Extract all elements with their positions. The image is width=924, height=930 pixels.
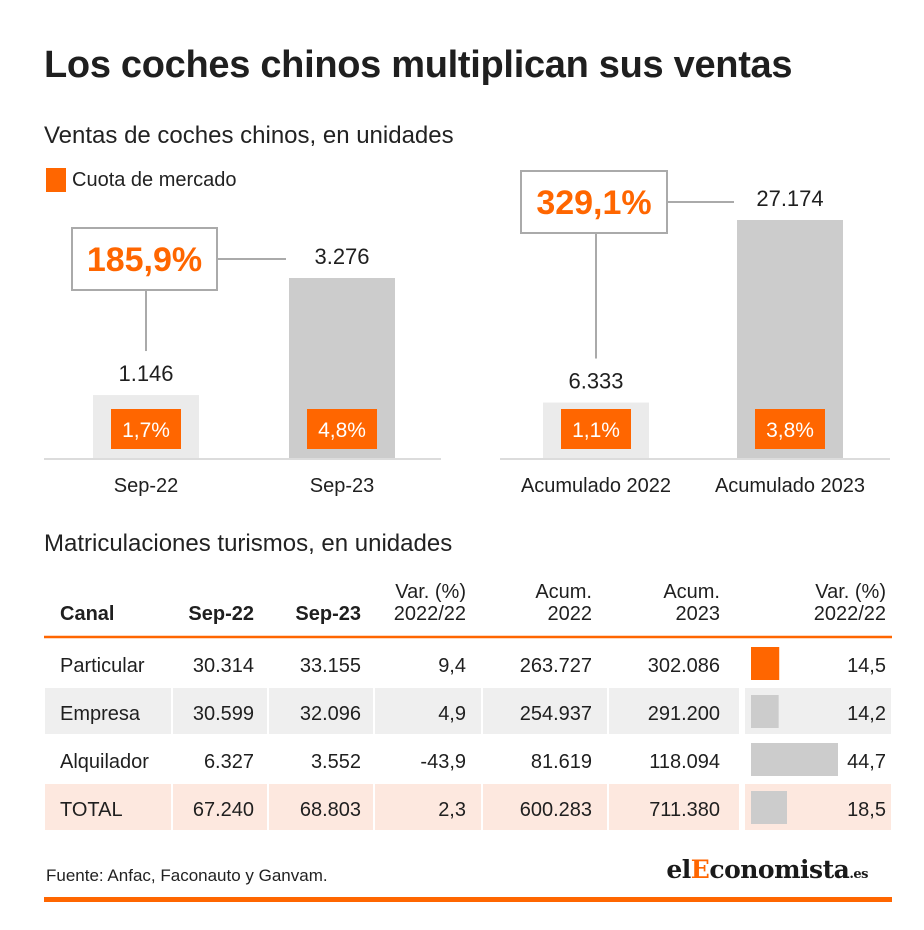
- page-title: Los coches chinos multiplican sus ventas: [44, 44, 793, 86]
- source-note: Fuente: Anfac, Faconauto y Ganvam.: [46, 866, 328, 885]
- table-header-cell: 2023: [676, 603, 721, 625]
- table-header-cell: 2022: [548, 603, 593, 625]
- table-cell: 2,3: [438, 799, 466, 821]
- legend: Cuota de mercado: [46, 168, 237, 192]
- table-cell-bg: [375, 688, 481, 734]
- table-cell: 254.937: [520, 703, 592, 725]
- table-cell: TOTAL: [60, 799, 123, 821]
- table-cell: 18,5: [847, 799, 886, 821]
- table-cell: Alquilador: [60, 751, 149, 773]
- legend-label: Cuota de mercado: [72, 168, 237, 191]
- table-cell-bg: [173, 688, 267, 734]
- table-cell: 68.803: [300, 799, 361, 821]
- table-cell: 32.096: [300, 703, 361, 725]
- bar-value-label: 1.146: [118, 361, 173, 386]
- table-cell: 291.200: [648, 703, 720, 725]
- table-cell: 118.094: [649, 751, 720, 773]
- table-cell-bg: [483, 688, 607, 734]
- bar-value-label: 6.333: [568, 369, 623, 394]
- legend-swatch: [46, 168, 66, 192]
- table-variation-bar: [751, 695, 779, 728]
- chart-subtitle: Ventas de coches chinos, en unidades: [44, 122, 454, 149]
- share-box: [111, 409, 181, 449]
- table-cell-bg: [173, 784, 267, 830]
- table-cell: 263.727: [520, 655, 592, 677]
- share-box: [755, 409, 825, 449]
- table-header-cell: Canal: [60, 603, 114, 625]
- share-label: 4,8%: [318, 419, 366, 442]
- table-cell: Empresa: [60, 703, 141, 725]
- table-cell-bg: [483, 784, 607, 830]
- table-cell: 302.086: [648, 655, 720, 677]
- share-label: 1,1%: [572, 419, 620, 442]
- table-cell: 9,4: [438, 655, 466, 677]
- table-cell: 81.619: [531, 751, 592, 773]
- table-cell: 33.155: [300, 655, 361, 677]
- share-box: [307, 409, 377, 449]
- table-variation-bar: [751, 647, 780, 680]
- table-cell-bg: [375, 784, 481, 830]
- table-cell: 711.380: [649, 799, 720, 821]
- logo-suffix: .es: [849, 867, 868, 882]
- bar-charts: 185,9% 1.146 1,7% Sep-22 3.276 4,8% Sep-23 329,…: [44, 170, 890, 497]
- table-cell-bg: [45, 688, 171, 734]
- table-cell: -43,9: [420, 751, 466, 773]
- table-header-cell: 2022/22: [394, 603, 466, 625]
- table-variation-bar: [751, 743, 838, 776]
- table-cell: 14,2: [847, 703, 886, 725]
- table-cell-bg: [609, 688, 739, 734]
- growth-box: [520, 170, 668, 234]
- table-header-cell: Acum.: [663, 581, 720, 603]
- table-cell: 30.599: [193, 703, 254, 725]
- table-cell: Particular: [60, 655, 145, 677]
- logo-pre: el: [666, 855, 691, 884]
- x-tick-label: Acumulado 2022: [521, 475, 671, 497]
- x-tick-label: Acumulado 2023: [715, 475, 865, 497]
- table-cell: 3.552: [311, 751, 361, 773]
- logo-accent: E: [690, 855, 710, 884]
- table-header-cell: Var. (%): [815, 581, 886, 603]
- bar-value-label: 27.174: [756, 186, 823, 211]
- table-cell: 67.240: [193, 799, 254, 821]
- table-cell: 6.327: [204, 751, 254, 773]
- bar-value-label: 3.276: [314, 244, 369, 269]
- table-cell: 30.314: [193, 655, 254, 677]
- table-cell-bg: [609, 784, 739, 830]
- growth-label: 329,1%: [536, 184, 651, 222]
- share-box: [561, 409, 631, 449]
- table-cell: 14,5: [847, 655, 886, 677]
- table-cell: 4,9: [438, 703, 466, 725]
- share-label: 3,8%: [766, 419, 814, 442]
- share-label: 1,7%: [122, 419, 170, 442]
- table-cell-bg: [45, 784, 171, 830]
- eleconomista-logo: elEconomista.es: [666, 855, 868, 884]
- table-header-cell: 2022/22: [814, 603, 886, 625]
- table-title: Matriculaciones turismos, en unidades: [44, 530, 453, 557]
- table-cell-bg: [269, 784, 373, 830]
- table-header-cell: Var. (%): [395, 581, 466, 603]
- table-header-cell: Sep-23: [295, 603, 361, 625]
- growth-box: [71, 227, 218, 291]
- x-tick-label: Sep-22: [114, 475, 179, 497]
- table-cell-bg: [269, 688, 373, 734]
- bottom-bar: [44, 897, 892, 902]
- table-cell: 44,7: [847, 751, 886, 773]
- table-cell: 600.283: [520, 799, 592, 821]
- growth-label: 185,9%: [87, 241, 202, 279]
- logo-rest: conomista: [709, 855, 850, 884]
- table-header-cell: Acum.: [535, 581, 592, 603]
- table-variation-bar: [751, 791, 788, 824]
- x-tick-label: Sep-23: [310, 475, 375, 497]
- table-header-cell: Sep-22: [188, 603, 254, 625]
